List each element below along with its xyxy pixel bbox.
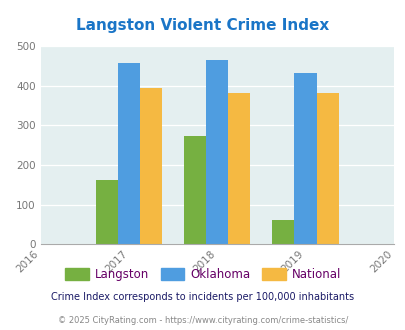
Bar	[294, 73, 316, 244]
Bar	[272, 220, 294, 244]
Text: © 2025 CityRating.com - https://www.cityrating.com/crime-statistics/: © 2025 CityRating.com - https://www.city…	[58, 315, 347, 325]
Bar	[96, 180, 117, 244]
Bar	[206, 60, 228, 244]
Bar	[228, 93, 250, 244]
Bar	[117, 63, 140, 244]
Legend: Langston, Oklahoma, National: Langston, Oklahoma, National	[60, 263, 345, 286]
Bar	[183, 137, 206, 244]
Bar	[140, 88, 162, 244]
Bar	[316, 93, 338, 244]
Text: Crime Index corresponds to incidents per 100,000 inhabitants: Crime Index corresponds to incidents per…	[51, 292, 354, 302]
Text: Langston Violent Crime Index: Langston Violent Crime Index	[76, 18, 329, 33]
